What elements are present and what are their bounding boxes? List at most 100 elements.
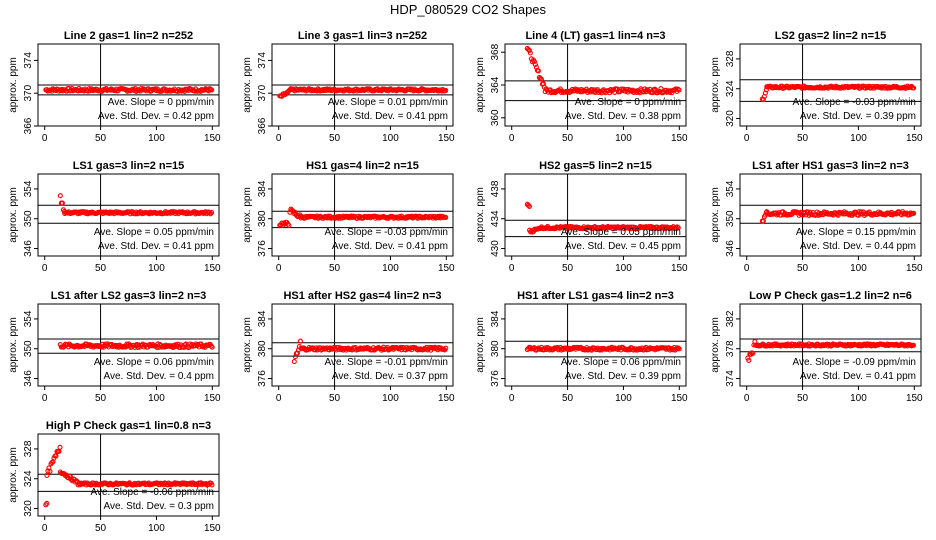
- panel-title: Line 4 (LT) gas=1 lin=4 n=3: [525, 30, 665, 42]
- panel-title: HS1 after LS1 gas=4 lin=2 n=3: [517, 290, 674, 302]
- x-tick-label: 50: [797, 133, 809, 144]
- x-tick-label: 100: [615, 393, 632, 404]
- data-point: [294, 350, 300, 356]
- x-tick-label: 100: [615, 263, 632, 274]
- x-tick-label: 0: [744, 393, 750, 404]
- x-tick-label: 150: [906, 133, 923, 144]
- data-point: [676, 346, 682, 352]
- y-tick-label: 346: [23, 370, 34, 387]
- slope-annotation: Ave. Slope = 0.06 ppm/min: [561, 357, 681, 368]
- y-tick-label: 366: [257, 117, 268, 134]
- y-tick-label: 354: [23, 310, 34, 327]
- x-tick-label: 150: [438, 263, 455, 274]
- std-dev-annotation: Ave. Std. Dev. = 0.41 ppm: [332, 111, 448, 122]
- slope-annotation: Ave. Slope = 0.05 ppm/min: [94, 227, 214, 238]
- y-tick-label: 384: [257, 180, 268, 197]
- x-tick-label: 100: [615, 133, 632, 144]
- x-tick-label: 0: [42, 133, 48, 144]
- plot-frame: [504, 303, 687, 387]
- data-point: [675, 225, 681, 231]
- y-axis-label: approx. ppm: [710, 57, 721, 113]
- data-point: [443, 345, 449, 351]
- slope-annotation: Ave. Slope = -0.06 ppm/min: [91, 487, 215, 498]
- x-tick-label: 150: [671, 263, 688, 274]
- plot-frame: [37, 433, 220, 517]
- y-tick-label: 350: [23, 340, 34, 357]
- slope-annotation: Ave. Slope = 0.06 ppm/min: [94, 357, 214, 368]
- y-tick-label: 320: [725, 110, 736, 127]
- plot-frame: [37, 303, 220, 387]
- panel-title: Line 3 gas=1 lin=3 n=252: [298, 30, 427, 42]
- panel-title: LS2 gas=2 lin=2 n=15: [775, 30, 887, 42]
- panel: LS1 after LS2 gas=3 lin=2 n=3 0 50 100 150 34…: [8, 290, 221, 404]
- y-tick-label: 370: [23, 84, 34, 101]
- x-tick-label: 50: [562, 133, 574, 144]
- data-point: [286, 223, 292, 229]
- x-tick-label: 150: [438, 133, 455, 144]
- x-tick-label: 0: [276, 263, 282, 274]
- x-tick-label: 50: [797, 393, 809, 404]
- slope-annotation: Ave. Slope = -0.01 ppm/min: [325, 357, 449, 368]
- slope-annotation: Ave. Slope = 0.15 ppm/min: [796, 227, 916, 238]
- data-point: [44, 500, 50, 506]
- y-axis-label: approx. ppm: [475, 57, 486, 113]
- x-tick-label: 100: [382, 133, 399, 144]
- y-tick-label: 434: [490, 210, 501, 227]
- std-dev-annotation: Ave. Std. Dev. = 0.44 ppm: [800, 241, 916, 252]
- x-tick-label: 0: [509, 133, 515, 144]
- y-axis-label: approx. ppm: [242, 57, 253, 113]
- data-point: [526, 203, 532, 209]
- x-tick-label: 100: [148, 523, 165, 534]
- y-tick-label: 368: [490, 43, 501, 60]
- y-axis-label: approx. ppm: [710, 317, 721, 373]
- x-tick-label: 100: [850, 263, 867, 274]
- x-tick-label: 0: [276, 133, 282, 144]
- y-tick-label: 346: [23, 240, 34, 257]
- slope-annotation: Ave. Slope = 0.01 ppm/min: [328, 97, 448, 108]
- y-axis-label: approx. ppm: [710, 187, 721, 243]
- plot-frame: [739, 303, 922, 387]
- x-tick-label: 0: [42, 393, 48, 404]
- x-tick-label: 50: [329, 263, 341, 274]
- y-tick-label: 384: [490, 310, 501, 327]
- data-point: [44, 472, 50, 478]
- y-tick-label: 366: [23, 117, 34, 134]
- y-axis-label: approx. ppm: [475, 187, 486, 243]
- panel: Line 2 gas=1 lin=2 n=252 0 50 100 150 366 370 3…: [8, 30, 221, 144]
- std-dev-annotation: Ave. Std. Dev. = 0.45 ppm: [565, 241, 681, 252]
- data-point: [209, 209, 215, 216]
- x-tick-label: 100: [382, 263, 399, 274]
- data-point: [911, 85, 917, 91]
- data-point: [792, 209, 798, 215]
- plot-frame: [271, 173, 454, 257]
- x-tick-label: 150: [204, 393, 221, 404]
- x-tick-label: 50: [797, 263, 809, 274]
- data-point: [750, 350, 756, 357]
- y-axis-label: approx. ppm: [8, 447, 19, 503]
- data-point: [525, 202, 531, 208]
- std-dev-annotation: Ave. Std. Dev. = 0.37 ppm: [332, 371, 448, 382]
- x-tick-label: 100: [148, 133, 165, 144]
- y-tick-label: 380: [257, 340, 268, 357]
- x-tick-label: 150: [671, 393, 688, 404]
- slope-annotation: Ave. Slope = 0 ppm/min: [108, 97, 214, 108]
- slope-annotation: Ave. Slope = -0.09 ppm/min: [793, 357, 917, 368]
- y-tick-label: 354: [725, 180, 736, 197]
- y-tick-label: 382: [725, 310, 736, 327]
- x-tick-label: 50: [95, 133, 107, 144]
- x-tick-label: 50: [95, 263, 107, 274]
- y-axis-label: approx. ppm: [8, 317, 19, 373]
- y-tick-label: 364: [490, 76, 501, 93]
- x-tick-label: 0: [744, 263, 750, 274]
- data-point: [746, 357, 752, 363]
- x-tick-label: 0: [509, 393, 515, 404]
- slope-annotation: Ave. Slope = 0 ppm/min: [575, 97, 681, 108]
- x-tick-label: 150: [906, 263, 923, 274]
- data-point: [443, 214, 449, 221]
- data-point: [57, 193, 63, 199]
- x-tick-label: 100: [850, 133, 867, 144]
- x-tick-label: 100: [382, 393, 399, 404]
- std-dev-annotation: Ave. Std. Dev. = 0.41 ppm: [98, 241, 214, 252]
- panel: HS2 gas=5 lin=2 n=15 0 50 100 150 430 434 438 ap…: [475, 160, 688, 274]
